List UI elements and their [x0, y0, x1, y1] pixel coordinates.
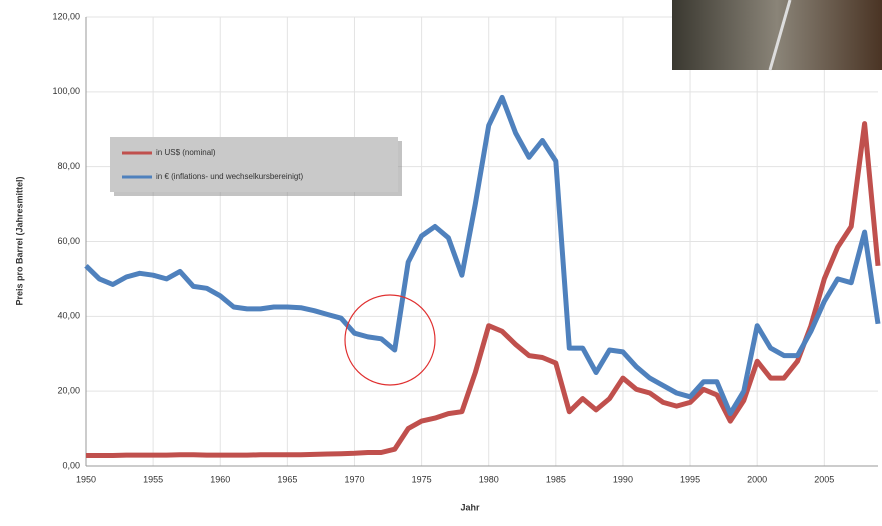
x-tick-label: 1965	[277, 474, 297, 484]
x-axis-label: Jahr	[460, 502, 480, 512]
grid	[85, 16, 878, 467]
photo-detail	[768, 0, 792, 71]
y-axis-label: Preis pro Barrel (Jahresmittel)	[14, 176, 24, 305]
series-line	[86, 121, 881, 458]
x-tick-label: 1990	[613, 474, 633, 484]
lines	[84, 94, 881, 458]
x-tick-label: 1950	[76, 474, 96, 484]
legend-entries: in US$ (nominal) in € (inflations- und we…	[122, 148, 304, 181]
y-tick-label: 120,00	[52, 11, 80, 21]
y-tick-label: 100,00	[52, 86, 80, 96]
ticks: 0,00 20,00 40,00 60,00 80,00 100,00 120,00 1950…	[52, 11, 834, 484]
y-tick-label: 20,00	[57, 386, 80, 396]
y-tick-label: 0,00	[62, 460, 80, 470]
x-tick-label: 1995	[680, 474, 700, 484]
x-tick-label: 2005	[814, 474, 834, 484]
legend-label: in € (inflations- und wechselkursbereini…	[156, 172, 304, 181]
y-tick-label: 40,00	[57, 311, 80, 321]
y-tick-label: 80,00	[57, 161, 80, 171]
photo	[672, 0, 882, 70]
highlight-circle	[344, 294, 436, 386]
series-line	[84, 94, 881, 417]
x-tick-label: 1955	[143, 474, 163, 484]
x-tick-label: 1970	[344, 474, 364, 484]
x-tick-label: 2000	[747, 474, 767, 484]
x-tick-label: 1985	[546, 474, 566, 484]
legend	[110, 137, 398, 192]
x-tick-label: 1980	[479, 474, 499, 484]
legend-label: in US$ (nominal)	[156, 148, 216, 157]
x-tick-label: 1975	[412, 474, 432, 484]
y-tick-label: 60,00	[57, 236, 80, 246]
x-tick-label: 1960	[210, 474, 230, 484]
